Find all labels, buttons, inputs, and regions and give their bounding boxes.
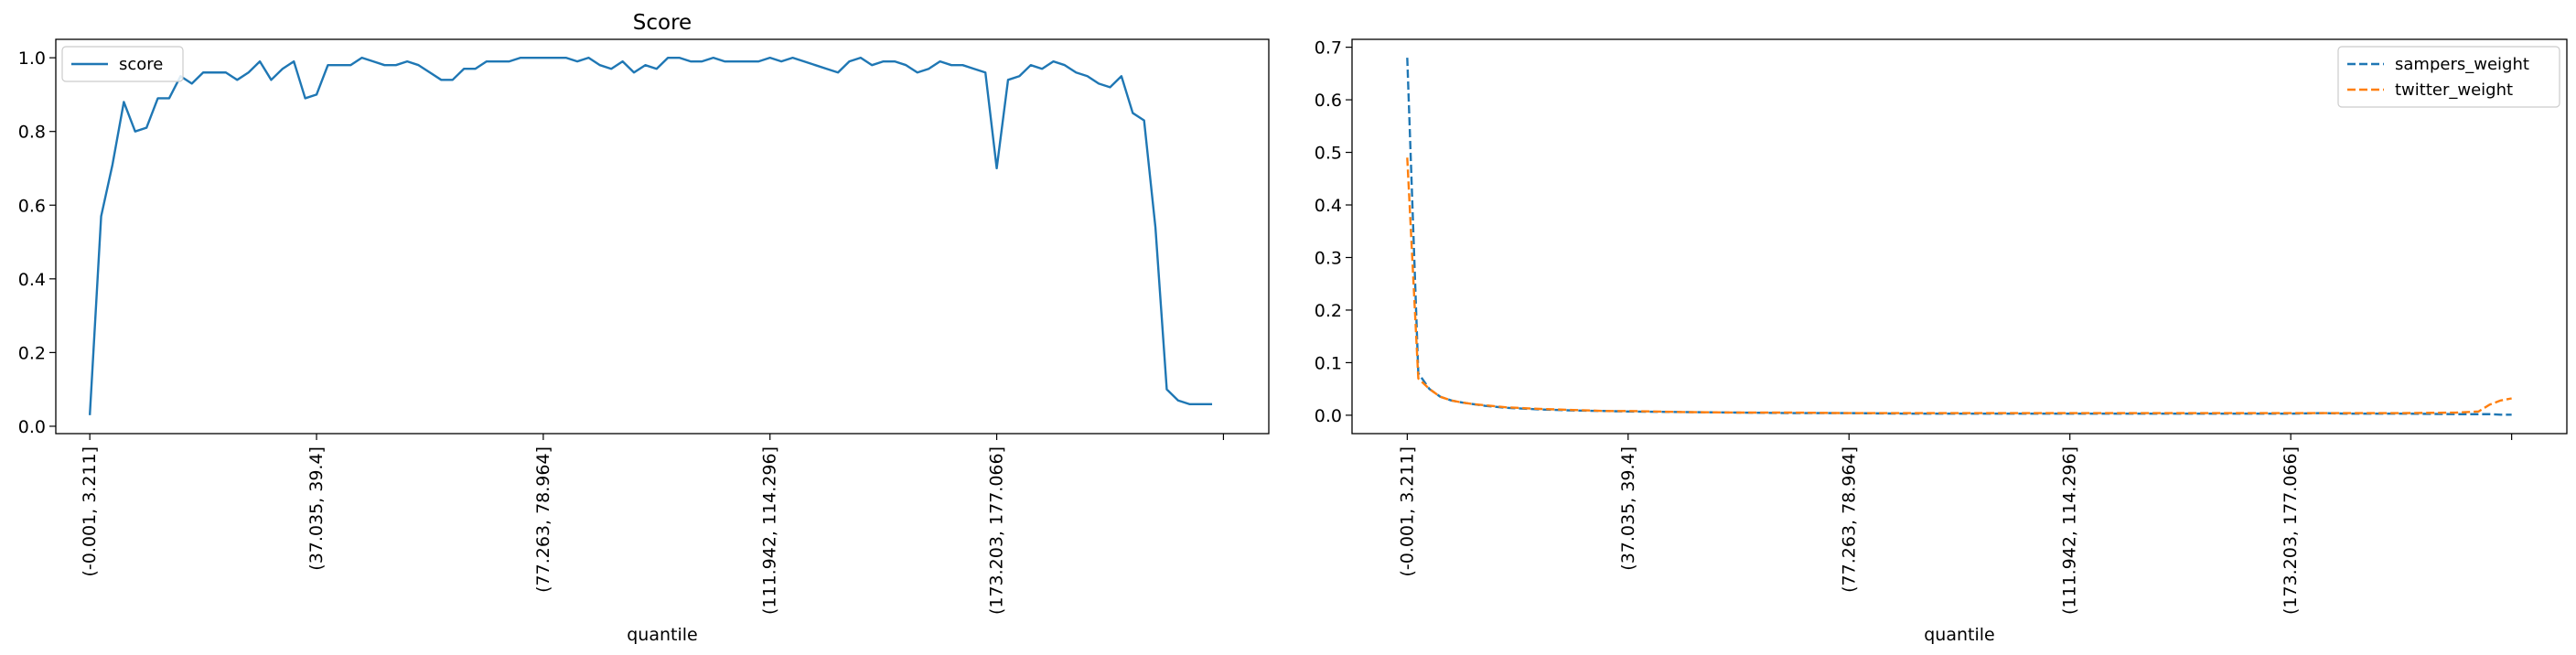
y-tick-label: 0.6: [1315, 91, 1342, 111]
x-tick-label: (-0.001, 3.211]: [80, 446, 100, 577]
axes-frame: [1351, 38, 2568, 435]
plot-area: 0.0 0.2 0.4 0.6 0.8 1.0 (-0.001, 3.211] (37.035…: [18, 38, 1270, 615]
series-line-twitter_weight: [1406, 157, 2512, 414]
x-tick-label: (173.203, 177.066]: [2281, 446, 2301, 615]
x-tick-label: (111.942, 114.296]: [760, 446, 780, 615]
x-tick-label: (37.035, 39.4]: [1618, 446, 1638, 571]
legend-box: [61, 46, 184, 82]
y-tick-label: 1.0: [18, 48, 46, 69]
legend: score: [61, 46, 184, 82]
x-tick-label: (173.203, 177.066]: [987, 446, 1007, 615]
legend-label: sampers_weight: [2395, 55, 2529, 74]
y-tick-label: 0.2: [1315, 301, 1342, 321]
series-line-sampers_weight: [1406, 58, 2512, 416]
y-tick-label: 0.4: [18, 270, 46, 290]
y-tick-label: 0.7: [1315, 38, 1342, 59]
legend-box: [2337, 46, 2560, 108]
series-line-score: [88, 56, 1213, 415]
x-tick-label: (77.263, 78.964]: [1839, 446, 1859, 593]
legend: sampers_weight twitter_weight: [2337, 46, 2560, 108]
x-tick-label: (77.263, 78.964]: [533, 446, 553, 593]
y-tick-label: 0.5: [1315, 144, 1342, 164]
x-tick-label: (111.942, 114.296]: [2060, 446, 2080, 615]
score-chart: Score 0.0 0.2 0.4 0.6 0.8 1.0 (-0.001, 3.211] (…: [18, 11, 1270, 645]
axes-frame: [55, 38, 1270, 435]
x-tick-label: (37.035, 39.4]: [306, 446, 327, 571]
y-tick-label: 0.1: [1315, 353, 1342, 373]
y-tick-label: 0.8: [18, 123, 46, 143]
legend-label: twitter_weight: [2395, 81, 2513, 100]
x-axis-label: quantile: [627, 625, 697, 645]
chart-title: Score: [633, 11, 692, 35]
weights-chart: 0.0 0.1 0.2 0.3 0.4 0.5 0.6 0.7 (-0.001, 3.211] (…: [1315, 38, 2568, 645]
y-tick-label: 0.4: [1315, 196, 1342, 216]
y-tick-label: 0.0: [18, 417, 46, 437]
legend-label: score: [119, 55, 163, 74]
x-tick-label: (-0.001, 3.211]: [1397, 446, 1417, 577]
y-tick-label: 0.2: [18, 343, 46, 363]
plot-area: 0.0 0.1 0.2 0.3 0.4 0.5 0.6 0.7 (-0.001, 3.211] (…: [1315, 38, 2568, 615]
y-tick-label: 0.0: [1315, 406, 1342, 426]
x-axis-label: quantile: [1924, 625, 1994, 645]
y-tick-label: 0.3: [1315, 248, 1342, 268]
y-tick-label: 0.6: [18, 196, 46, 216]
